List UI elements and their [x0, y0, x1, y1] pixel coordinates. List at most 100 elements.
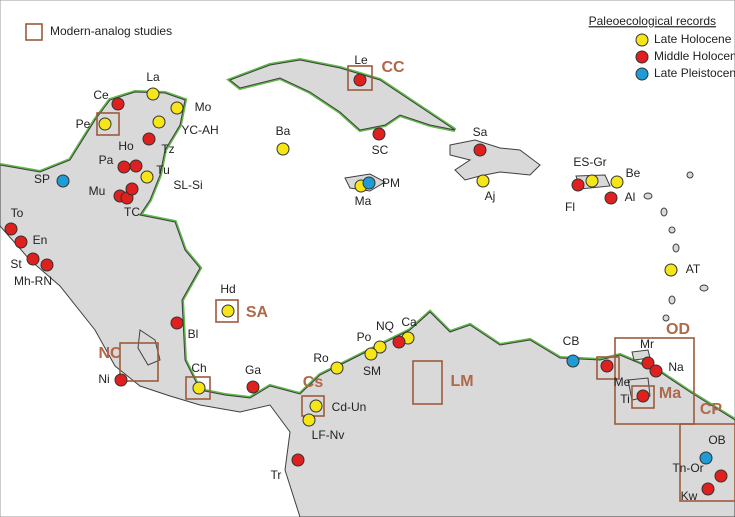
site-dot: [125, 182, 139, 196]
site-dot: [117, 160, 131, 174]
site-dot: [111, 97, 125, 111]
site-label: SL-Si: [173, 178, 202, 192]
study-boxes: [96, 112, 620, 400]
legend-label: Middle Holocene: [654, 49, 735, 63]
site-dot: [114, 373, 128, 387]
mainland: [0, 91, 735, 517]
site-label: YC-AH: [181, 123, 218, 137]
study-box: [679, 423, 735, 502]
study-box: [596, 356, 620, 380]
site-dot: [372, 127, 386, 141]
site-label: Po: [357, 330, 372, 344]
site-label: Cd-Un: [332, 400, 367, 414]
site-dot: [309, 399, 323, 413]
legend-label: Late Holocene: [654, 32, 732, 46]
site-label: Ro: [313, 351, 329, 365]
site-dot: [26, 252, 40, 266]
legend-title: Paleoecological records: [589, 14, 716, 28]
site-label: Tz: [161, 142, 174, 156]
legend-dot: [635, 33, 649, 47]
site-dot: [302, 413, 316, 427]
site-dot: [4, 222, 18, 236]
site-dot: [473, 143, 487, 157]
site-dot: [40, 258, 54, 272]
study-area-label: NC: [98, 345, 122, 362]
site-label: TC: [124, 205, 140, 219]
legend-dot: [635, 67, 649, 81]
site-label: Mu: [89, 184, 106, 198]
site-dot: [170, 316, 184, 330]
site-dot: [353, 73, 367, 87]
site-label: Ma: [355, 194, 372, 208]
site-label: SP: [34, 172, 50, 186]
site-label: Ti: [620, 392, 630, 406]
site-dot: [571, 178, 585, 192]
site-dot: [246, 380, 260, 394]
site-label: En: [33, 233, 48, 247]
site-dot: [14, 235, 28, 249]
study-area-label: Ma: [659, 385, 681, 402]
site-label: Ba: [276, 124, 291, 138]
site-dot: [600, 359, 614, 373]
site-dot: [330, 361, 344, 375]
site-label: St: [10, 257, 22, 271]
site-dot: [604, 191, 618, 205]
site-label: La: [146, 70, 160, 84]
site-dot: [714, 469, 728, 483]
site-label: Sa: [473, 125, 488, 139]
lake: [137, 329, 161, 366]
site-dot: [291, 453, 305, 467]
site-dot: [152, 115, 166, 129]
site-dot: [392, 335, 406, 349]
study-box: [412, 360, 443, 405]
study-box: [96, 112, 120, 136]
lesser-antilles: [643, 171, 709, 322]
site-label: Tr: [271, 468, 282, 482]
site-dot: [98, 117, 112, 131]
site-label: OB: [708, 433, 725, 447]
site-dot: [373, 340, 387, 354]
site-label: Ch: [191, 361, 206, 375]
site-dot: [701, 482, 715, 496]
site-label: Tn-Or: [672, 461, 703, 475]
site-label: Al: [625, 190, 636, 204]
site-label: Mh-RN: [14, 274, 52, 288]
site-label: Hd: [220, 282, 235, 296]
site-dot: [364, 347, 378, 361]
site-label: NQ: [376, 319, 394, 333]
site-dot: [142, 132, 156, 146]
site-dot: [699, 451, 713, 465]
site-label: LF-Nv: [312, 428, 345, 442]
site-label: Mr: [640, 337, 654, 351]
site-dot: [641, 356, 655, 370]
site-dot: [610, 175, 624, 189]
site-dot: [56, 174, 70, 188]
site-label: Ca: [401, 315, 417, 329]
legend-dot: [635, 50, 649, 64]
site-dot: [566, 354, 580, 368]
legend-box: [25, 23, 43, 41]
study-area-label: CC: [381, 59, 405, 76]
site-label: Fl: [565, 200, 575, 214]
cuba: [229, 59, 456, 131]
site-dot: [129, 159, 143, 173]
site-label: CB: [563, 334, 580, 348]
site-label: ES-Gr: [573, 155, 606, 169]
study-box: [631, 385, 655, 409]
site-label: Bl: [188, 327, 199, 341]
study-area-label: SA: [246, 304, 269, 321]
site-label: Ho: [118, 139, 134, 153]
study-area-label: Cs: [303, 374, 324, 391]
hispaniola: [449, 139, 541, 181]
site-dot: [221, 304, 235, 318]
site-dot: [192, 381, 206, 395]
site-label: Kw: [681, 489, 698, 503]
site-label: Ce: [93, 88, 109, 102]
site-label: Ga: [245, 363, 261, 377]
legend-label: Late Pleistocene: [654, 66, 735, 80]
site-dot: [636, 389, 650, 403]
site-label: Aj: [485, 189, 496, 203]
study-area-label: OD: [666, 321, 690, 338]
site-dot: [170, 101, 184, 115]
